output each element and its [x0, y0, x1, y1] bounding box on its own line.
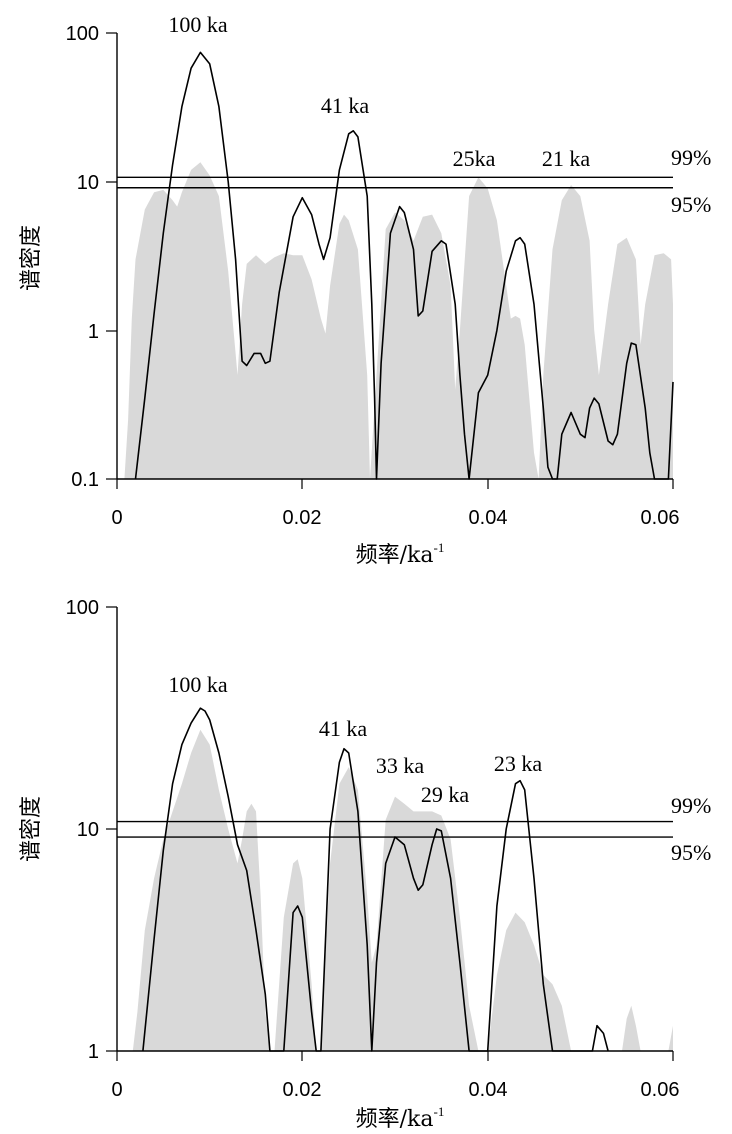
- chart-2-95-percent-label: 95%: [671, 840, 711, 865]
- chart-1: 100 10 1 0.1 0 0.02 0.04 0.06 谱密度 频率/ka-…: [19, 12, 711, 568]
- chart-1-x-tick-label: 0: [111, 507, 122, 529]
- chart-2: 100 10 1 0 0.02 0.04 0.06 谱密度 频率/ka-1 99…: [19, 597, 711, 1132]
- chart-1-x-axis-title-main: 频率/ka: [356, 543, 434, 568]
- chart-2-peak-label: 23 ka: [494, 751, 543, 776]
- chart-1-x-tick-label: 0.06: [641, 507, 680, 529]
- chart-2-x-tick-label: 0.02: [283, 1079, 322, 1101]
- chart-2-peak-label: 100 ka: [168, 672, 228, 697]
- chart-1-x-axis-title-sup: -1: [434, 540, 445, 555]
- chart-2-y-axis-title: 谱密度: [19, 796, 44, 862]
- chart-2-x-tick-label: 0.06: [641, 1079, 680, 1101]
- chart-2-peak-label: 33 ka: [376, 753, 425, 778]
- chart-1-y-tick-label: 0.1: [71, 469, 99, 491]
- chart-1-grey-spectrum: [124, 162, 673, 480]
- chart-1-peak-label: 25ka: [453, 146, 496, 171]
- chart-2-99-percent-label: 99%: [671, 793, 711, 818]
- chart-1-y-tick-label: 1: [88, 321, 99, 343]
- chart-1-peak-label: 100 ka: [168, 12, 228, 37]
- chart-2-x-tick-label: 0.04: [469, 1079, 508, 1101]
- chart-2-x-axis-title-sup: -1: [434, 1104, 445, 1119]
- chart-1-y-tick-label: 100: [66, 23, 99, 45]
- chart-1-y-tick-label: 10: [77, 172, 99, 194]
- chart-1-peak-label: 21 ka: [542, 146, 591, 171]
- chart-2-y-tick-label: 1: [88, 1041, 99, 1063]
- chart-2-x-tick-label: 0: [111, 1079, 122, 1101]
- chart-1-x-tick-label: 0.02: [283, 507, 322, 529]
- chart-1-x-axis-title: 频率/ka-1: [356, 540, 445, 568]
- chart-2-x-axis-title: 频率/ka-1: [356, 1104, 445, 1132]
- chart-1-x-tick-label: 0.04: [469, 507, 508, 529]
- chart-2-grey-spectrum: [132, 729, 674, 1051]
- chart-2-y-tick-label: 10: [77, 819, 99, 841]
- chart-2-x-axis-title-main: 频率/ka: [356, 1107, 434, 1132]
- chart-1-y-axis-title: 谱密度: [19, 225, 44, 291]
- chart-1-black-spectrum: [134, 51, 674, 480]
- chart-1-95-percent-label: 95%: [671, 192, 711, 217]
- chart-2-y-tick-label: 100: [66, 597, 99, 619]
- chart-2-black-spectrum: [142, 707, 609, 1052]
- chart-1-99-percent-label: 99%: [671, 145, 711, 170]
- chart-1-peak-label: 41 ka: [321, 93, 370, 118]
- chart-2-peak-label: 29 ka: [421, 782, 470, 807]
- chart-2-peak-label: 41 ka: [319, 716, 368, 741]
